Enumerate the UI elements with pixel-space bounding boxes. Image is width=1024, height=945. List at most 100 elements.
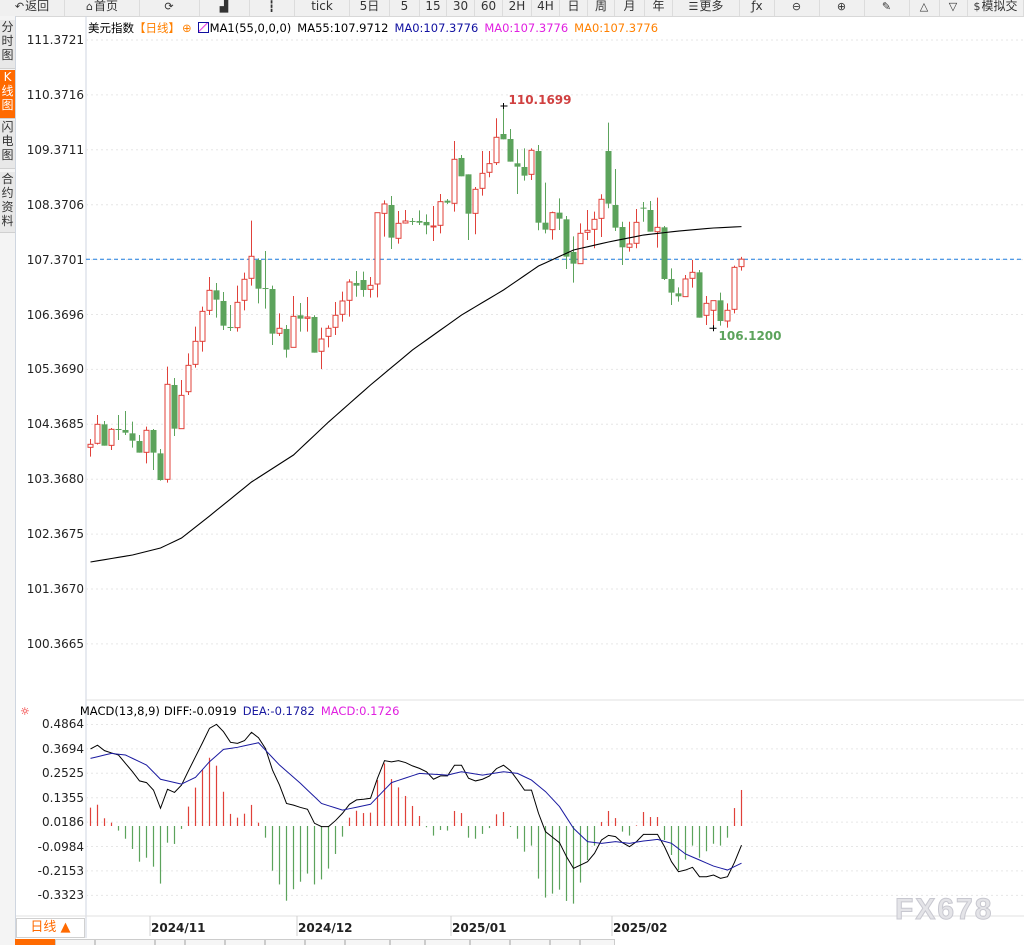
zoom-in-button[interactable]: ⊕ bbox=[820, 0, 865, 16]
candle-up bbox=[654, 226, 661, 233]
candle-up bbox=[234, 301, 241, 329]
candle-up bbox=[731, 266, 738, 310]
ma0-value-orange: MA0:107.3776 bbox=[574, 21, 659, 35]
candle-up bbox=[451, 158, 458, 204]
toolbar-button-18[interactable]: ƒx bbox=[740, 0, 775, 16]
candle-up bbox=[290, 315, 297, 348]
candle-down bbox=[360, 280, 367, 291]
chart-bars-button[interactable]: ▟ bbox=[200, 0, 250, 16]
price-tick-label: 105.3690 bbox=[26, 362, 84, 377]
triangle-up-button[interactable]: △ bbox=[910, 0, 940, 16]
candle-down bbox=[311, 317, 318, 353]
candle-up bbox=[738, 258, 745, 268]
macd-tick-label: -0.3323 bbox=[37, 888, 84, 903]
candle-up bbox=[710, 300, 717, 311]
candle-down bbox=[269, 289, 276, 334]
candle-down bbox=[101, 424, 108, 446]
candle-up bbox=[598, 198, 605, 219]
candle-up bbox=[584, 229, 591, 233]
toolbar-button-16[interactable]: 年 bbox=[645, 0, 673, 16]
indicator-tab[interactable] bbox=[265, 939, 305, 945]
candle-up bbox=[493, 136, 500, 164]
toolbar-button-0[interactable]: ↶返回 bbox=[0, 0, 65, 16]
ma0-value-blue: MA0:107.3776 bbox=[394, 21, 479, 35]
sidebar-tab-2[interactable]: 闪电图 bbox=[0, 120, 15, 169]
candle-down bbox=[409, 220, 416, 222]
toolbar-button-1[interactable]: ⌂首页 bbox=[65, 0, 140, 16]
toolbar-button-11[interactable]: 2H bbox=[503, 0, 532, 16]
price-tick-label: 102.3675 bbox=[26, 527, 84, 542]
toolbar-button-12[interactable]: 4H bbox=[532, 0, 560, 16]
toolbar-label: 周 bbox=[594, 0, 607, 13]
candle-down bbox=[619, 227, 626, 248]
triangle-down-button[interactable]: ▽ bbox=[940, 0, 968, 16]
indicator-tab[interactable] bbox=[305, 939, 345, 945]
back-icon: ↶ bbox=[14, 0, 25, 13]
indicator-tab[interactable] bbox=[185, 939, 225, 945]
candle-up bbox=[164, 383, 171, 480]
candle-down bbox=[514, 163, 521, 167]
macd-tick-label: 0.2525 bbox=[42, 766, 84, 781]
price-tick-label: 111.3721 bbox=[26, 33, 84, 47]
refresh-icon: ⟳ bbox=[164, 0, 174, 13]
indicator-tab[interactable] bbox=[510, 939, 550, 945]
diff-value: DIFF:-0.0919 bbox=[163, 704, 237, 718]
toolbar-button-8[interactable]: 15 bbox=[420, 0, 447, 16]
settings-circle-icon[interactable]: ⊕ bbox=[182, 21, 192, 35]
period-selector[interactable]: 日线 ▲ bbox=[16, 918, 85, 938]
sidebar-tab-0[interactable]: 分时图 bbox=[0, 20, 15, 69]
candle-up bbox=[206, 289, 213, 311]
candle-up bbox=[402, 220, 409, 224]
price-tick-label: 101.3670 bbox=[26, 582, 84, 596]
indicator-tab[interactable] bbox=[425, 939, 470, 945]
candle-down bbox=[129, 433, 136, 441]
candle-down bbox=[535, 151, 542, 223]
price-tick-label: 107.3701 bbox=[26, 252, 84, 267]
toolbar-button-17[interactable]: ☰更多 bbox=[673, 0, 740, 16]
price-tick-label: 104.3685 bbox=[26, 417, 84, 432]
indicator-tab[interactable] bbox=[470, 939, 510, 945]
toolbar-button-15[interactable]: 月 bbox=[615, 0, 645, 16]
toolbar-label: 模拟交 bbox=[981, 0, 1018, 13]
candle-down bbox=[122, 429, 129, 433]
toolbar-button-13[interactable]: 日 bbox=[560, 0, 588, 16]
zoom-out-button[interactable]: ⊖ bbox=[775, 0, 820, 16]
indicator-tab[interactable] bbox=[580, 939, 615, 945]
ma-indicator-icon[interactable] bbox=[197, 22, 209, 33]
pen-button[interactable]: ✎ bbox=[865, 0, 910, 16]
sidebar-tab-1[interactable]: K线图 bbox=[0, 70, 15, 119]
macd-settings-sun-icon[interactable]: ☼ bbox=[20, 705, 30, 718]
refresh-button[interactable]: ⟳ bbox=[140, 0, 200, 16]
indicator-tab[interactable] bbox=[345, 939, 390, 945]
toolbar-button-14[interactable]: 周 bbox=[588, 0, 615, 16]
toolbar-button-10[interactable]: 60 bbox=[475, 0, 503, 16]
toolbar-button-5[interactable]: tick bbox=[295, 0, 350, 16]
toolbar-label: 日 bbox=[567, 0, 580, 13]
candle-up bbox=[185, 364, 192, 393]
toolbar-button-9[interactable]: 30 bbox=[447, 0, 475, 16]
indicator-tab[interactable] bbox=[55, 939, 95, 945]
sidebar-tab-3[interactable]: 合约资料 bbox=[0, 172, 15, 233]
indicator-tab[interactable] bbox=[155, 939, 185, 945]
candle-up bbox=[374, 212, 381, 285]
candle-down bbox=[612, 205, 619, 228]
candle-up bbox=[626, 243, 633, 248]
indicator-tab[interactable] bbox=[15, 939, 55, 945]
toolbar-button-6[interactable]: 5日 bbox=[350, 0, 390, 16]
candle-up bbox=[381, 203, 388, 214]
indicator-tab[interactable] bbox=[95, 939, 155, 945]
candlestick-button[interactable]: ┇ bbox=[250, 0, 295, 16]
toolbar-button-7[interactable]: 5 bbox=[390, 0, 420, 16]
indicator-tab[interactable] bbox=[550, 939, 580, 945]
toolbar: ↶返回 ⌂首页 ⟳ ▟ ┇ tick 5日 5 15 30 60 2H 4H 日 周月年 ☰更多 ƒx ⊖ ⊕ ✎ △ ▽… bbox=[0, 0, 1024, 17]
price-tick-label: 110.3716 bbox=[26, 87, 84, 102]
ma55-value: MA55:107.9712 bbox=[297, 21, 389, 35]
pen-icon: ✎ bbox=[881, 0, 892, 13]
candle-up bbox=[486, 163, 493, 173]
candle-down bbox=[556, 212, 563, 219]
indicator-tab[interactable] bbox=[390, 939, 425, 945]
price-tick-label: 103.3680 bbox=[26, 472, 84, 487]
indicator-tab[interactable] bbox=[225, 939, 265, 945]
date-tick-label: 2025/02 bbox=[613, 921, 668, 935]
